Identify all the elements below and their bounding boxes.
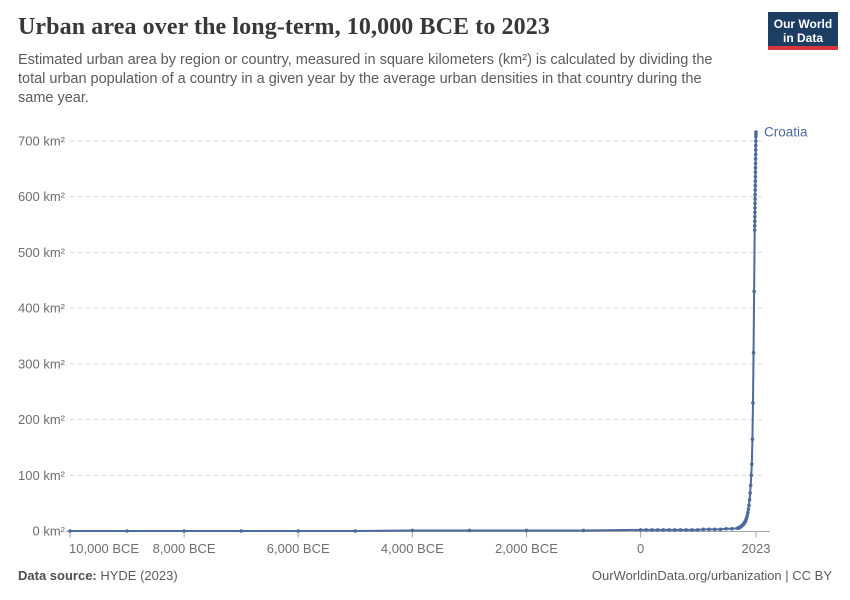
data-point[interactable]	[753, 170, 758, 174]
data-point[interactable]	[753, 165, 758, 170]
chart-canvas[interactable]: 0 km² 100 km² 200 km² 300 km² 400 km² 500 km²…	[0, 112, 850, 564]
data-point[interactable]	[524, 528, 529, 533]
data-point[interactable]	[695, 528, 700, 532]
data-point[interactable]	[467, 528, 472, 533]
x-axis-tick-label: 0	[637, 541, 644, 556]
series-line[interactable]	[69, 131, 757, 532]
data-point[interactable]	[747, 498, 752, 502]
data-point[interactable]	[747, 503, 751, 508]
data-point[interactable]	[724, 526, 728, 531]
data-point[interactable]	[754, 130, 758, 134]
data-point[interactable]	[753, 210, 757, 215]
data-point[interactable]	[678, 528, 683, 532]
data-point[interactable]	[750, 437, 755, 441]
data-point[interactable]	[752, 289, 756, 294]
data-point[interactable]	[753, 201, 757, 206]
owid-logo-line2: in Data	[782, 31, 823, 45]
data-point[interactable]	[707, 527, 711, 532]
data-point[interactable]	[753, 157, 758, 161]
data-point[interactable]	[750, 462, 754, 466]
x-axis-tick-label: 4,000 BCE	[381, 541, 444, 556]
data-source-label: Data source:	[18, 568, 97, 583]
x-axis-tick-label: 10,000 BCE	[69, 541, 139, 556]
data-point[interactable]	[752, 223, 757, 228]
data-point[interactable]	[749, 473, 754, 478]
y-axis-tick-label: 100 km²	[18, 468, 66, 483]
data-point[interactable]	[701, 527, 706, 532]
data-point[interactable]	[753, 183, 758, 188]
data-point[interactable]	[753, 143, 758, 148]
y-axis-tick-label: 300 km²	[18, 356, 66, 371]
data-point[interactable]	[638, 528, 643, 532]
chart-area: 0 km² 100 km² 200 km² 300 km² 400 km² 500 km²…	[0, 112, 850, 564]
data-point[interactable]	[182, 529, 186, 533]
data-point[interactable]	[684, 528, 689, 532]
data-point[interactable]	[753, 188, 757, 192]
data-point[interactable]	[661, 528, 666, 532]
x-axis-tick-label: 8,000 BCE	[153, 541, 216, 556]
y-axis-tick-label: 400 km²	[18, 301, 66, 316]
x-axis-tick-label: 2,000 BCE	[495, 541, 558, 556]
data-point[interactable]	[751, 401, 755, 405]
data-point[interactable]	[353, 529, 358, 533]
data-point[interactable]	[746, 507, 751, 512]
data-point[interactable]	[125, 529, 129, 533]
data-point[interactable]	[753, 192, 757, 197]
data-source: Data source: HYDE (2023)	[18, 568, 178, 583]
data-point[interactable]	[644, 528, 649, 532]
data-point[interactable]	[746, 510, 750, 515]
data-point[interactable]	[410, 528, 415, 533]
y-axis-tick-label: 500 km²	[18, 245, 66, 260]
data-point[interactable]	[581, 528, 586, 533]
data-point[interactable]	[748, 483, 753, 488]
license-link[interactable]: OurWorldinData.org/urbanization | CC BY	[591, 568, 832, 583]
data-point[interactable]	[748, 491, 752, 495]
y-axis-tick-label: 0 km²	[33, 524, 66, 539]
data-point[interactable]	[753, 206, 757, 210]
data-point[interactable]	[754, 139, 758, 143]
data-point[interactable]	[296, 529, 301, 533]
owid-logo[interactable]: Our World in Data	[768, 12, 838, 50]
series-label[interactable]: Croatia	[764, 125, 808, 140]
data-point[interactable]	[68, 529, 72, 533]
data-point[interactable]	[655, 528, 660, 532]
owid-logo-accent-bar	[768, 46, 838, 50]
x-axis-tick-label: 6,000 BCE	[267, 541, 330, 556]
data-point[interactable]	[753, 148, 758, 152]
chart-footer: Data source: HYDE (2023) OurWorldinData.…	[18, 568, 832, 583]
data-point[interactable]	[712, 527, 717, 532]
data-point[interactable]	[753, 214, 757, 219]
data-point[interactable]	[690, 528, 694, 532]
data-point[interactable]	[753, 152, 758, 157]
page-title: Urban area over the long-term, 10,000 BC…	[18, 14, 550, 40]
data-point[interactable]	[667, 528, 671, 532]
data-point[interactable]	[650, 528, 654, 532]
data-point[interactable]	[753, 161, 758, 166]
data-point[interactable]	[752, 228, 757, 232]
y-axis-tick-label: 700 km²	[18, 134, 66, 149]
chart-subtitle: Estimated urban area by region or countr…	[18, 52, 713, 106]
data-point[interactable]	[239, 529, 243, 533]
data-point[interactable]	[753, 219, 757, 224]
data-point[interactable]	[718, 527, 723, 532]
y-axis-tick-label: 200 km²	[18, 412, 66, 427]
data-point[interactable]	[745, 513, 750, 518]
data-point[interactable]	[730, 526, 734, 531]
data-point[interactable]	[753, 197, 757, 201]
y-axis-tick-label: 600 km²	[18, 189, 66, 204]
data-point[interactable]	[753, 174, 758, 179]
owid-logo-line1: Our World	[773, 17, 833, 31]
data-point[interactable]	[753, 179, 758, 183]
data-point[interactable]	[673, 528, 677, 532]
data-source-value: HYDE (2023)	[96, 568, 178, 583]
data-point[interactable]	[751, 350, 756, 355]
x-axis-tick-label: 2023	[742, 541, 771, 556]
